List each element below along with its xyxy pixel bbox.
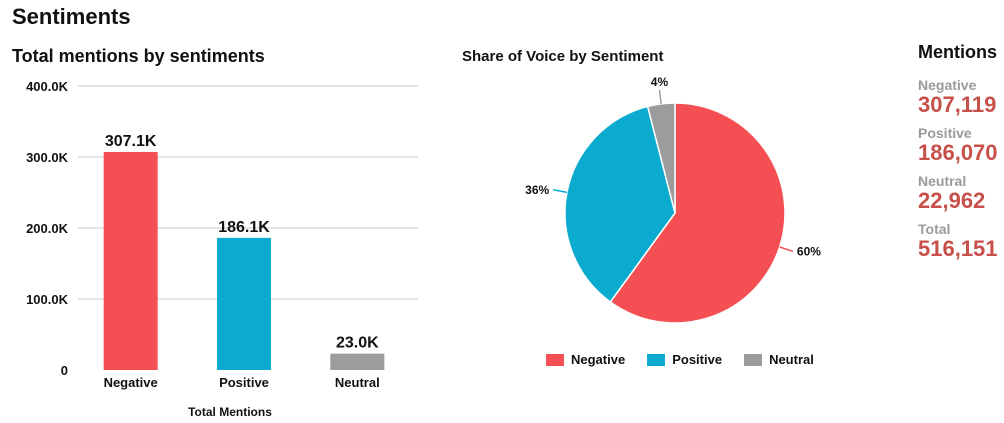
mentions-title: Mentions xyxy=(918,42,997,62)
pie-data-label: 4% xyxy=(651,75,669,89)
mentions-value-negative: 307,119 xyxy=(918,92,997,117)
pie-data-label: 60% xyxy=(797,244,821,258)
pie-slice-positive xyxy=(564,105,676,304)
pie-chart-title: Share of Voice by Sentiment xyxy=(462,48,664,65)
pie-legend: Negative Positive Neutral xyxy=(546,352,814,367)
mentions-panel: Mentions Negative 307,119 Positive 186,0… xyxy=(918,42,1004,269)
mentions-value-total: 516,151 xyxy=(918,236,998,261)
y-tick-label: 100.0K xyxy=(26,292,69,307)
y-tick-label: 400.0K xyxy=(26,79,69,94)
legend-item-positive[interactable]: Positive xyxy=(647,352,722,367)
bar-data-label: 307.1K xyxy=(105,133,157,150)
page-title: Sentiments xyxy=(12,4,131,29)
pie-chart: 60% 36% 4% xyxy=(525,75,821,324)
legend-swatch-negative xyxy=(546,353,564,366)
y-tick-label: 300.0K xyxy=(26,150,69,165)
y-tick-label: 200.0K xyxy=(26,221,69,236)
x-tick-label: Neutral xyxy=(335,375,380,390)
bar-data-label: 186.1K xyxy=(218,219,270,236)
bar-positive xyxy=(217,237,271,370)
legend-label: Neutral xyxy=(769,352,814,367)
x-tick-label: Negative xyxy=(104,375,158,390)
legend-label: Positive xyxy=(672,352,723,367)
pie-leader-line xyxy=(553,189,568,194)
bar-chart: 0 100.0K 200.0K 300.0K 400.0K 307.1K Negative 1… xyxy=(26,79,418,419)
bar-negative xyxy=(103,151,158,370)
mentions-label-neutral: Neutral xyxy=(918,173,967,189)
bar-chart-title: Total mentions by sentiments xyxy=(12,46,265,66)
x-axis-label: Total Mentions xyxy=(188,405,272,419)
legend-item-neutral[interactable]: Neutral xyxy=(744,352,814,367)
mentions-value-positive: 186,070 xyxy=(918,140,998,165)
pie-slice-neutral xyxy=(646,102,676,214)
bar-neutral xyxy=(330,353,385,370)
legend-item-negative[interactable]: Negative xyxy=(546,352,625,367)
bar-data-label: 23.0K xyxy=(336,335,379,352)
y-tick-label: 0 xyxy=(61,363,68,378)
mentions-label-negative: Negative xyxy=(918,77,977,93)
x-tick-label: Positive xyxy=(219,375,269,390)
pie-data-label: 36% xyxy=(525,183,549,197)
mentions-label-total: Total xyxy=(918,221,951,237)
mentions-value-neutral: 22,962 xyxy=(918,188,986,213)
pie-leader-line xyxy=(658,89,662,104)
legend-swatch-neutral xyxy=(744,353,763,366)
pie-leader-line xyxy=(779,246,794,253)
legend-swatch-positive xyxy=(647,353,666,366)
mentions-label-positive: Positive xyxy=(918,125,972,141)
legend-label: Negative xyxy=(571,352,626,367)
